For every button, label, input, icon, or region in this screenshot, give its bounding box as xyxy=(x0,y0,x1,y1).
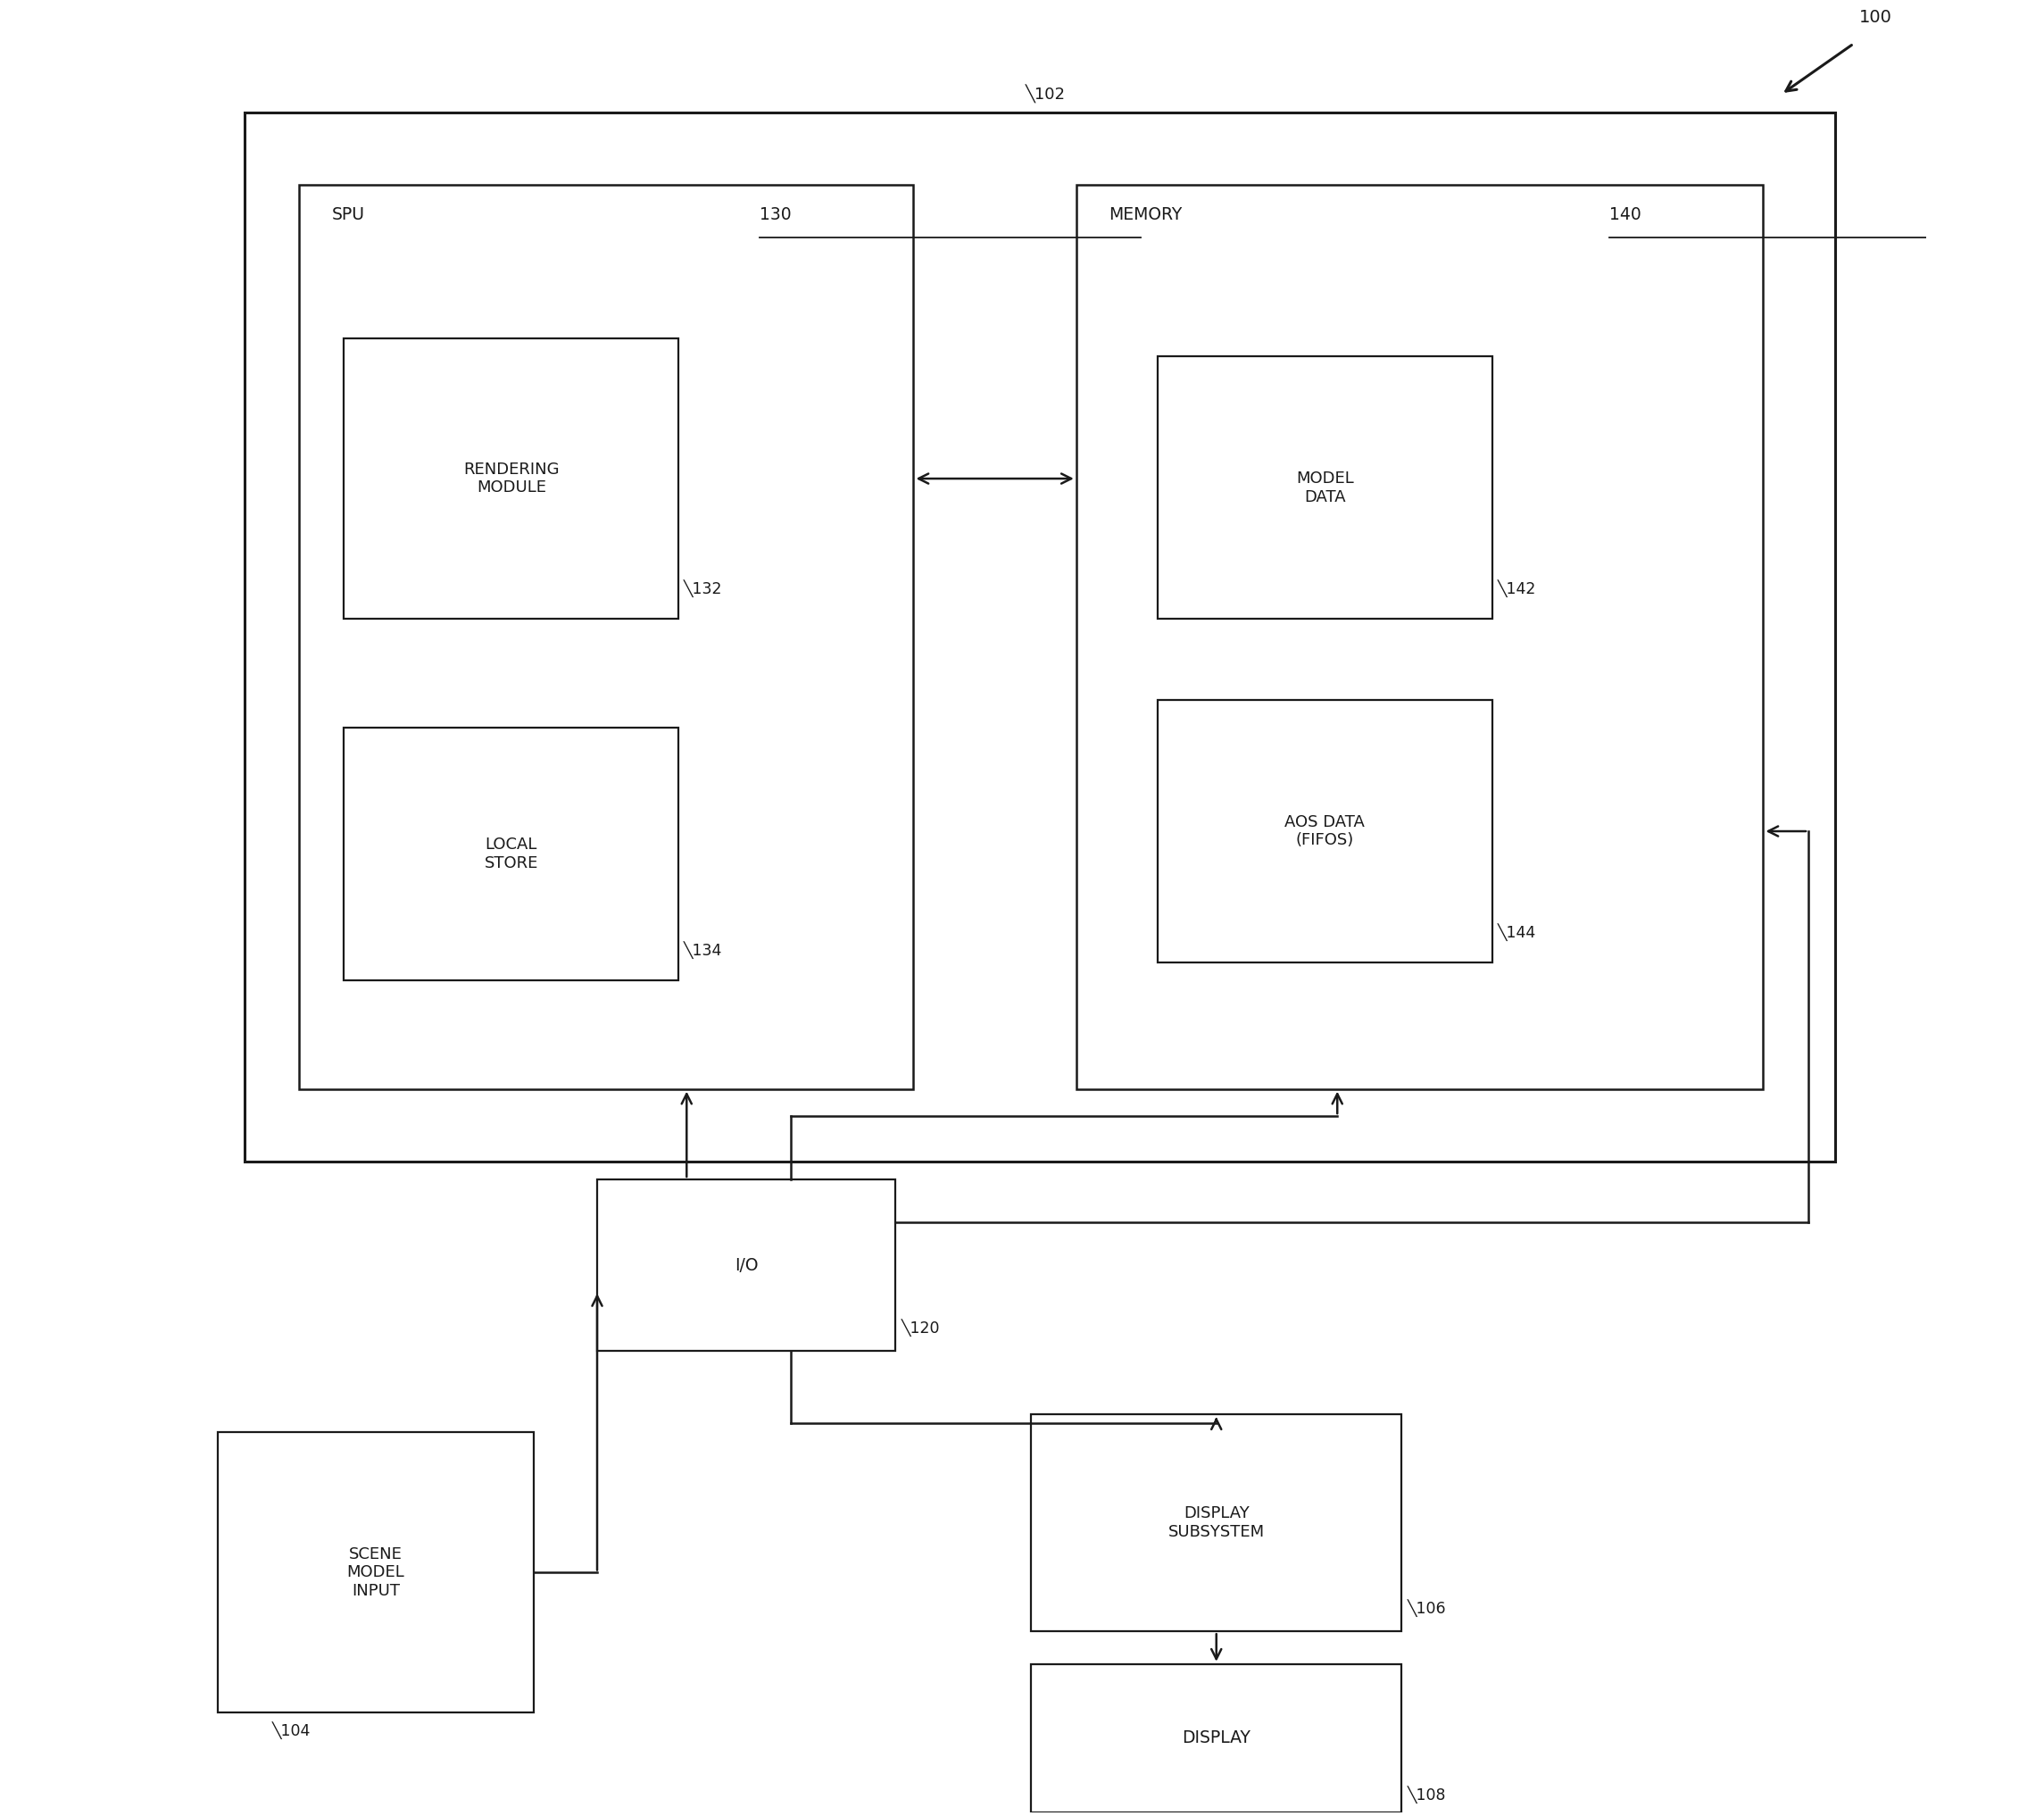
Text: ╲134: ╲134 xyxy=(685,941,724,959)
Text: ╲144: ╲144 xyxy=(1498,923,1537,941)
Text: I/O: I/O xyxy=(734,1257,758,1273)
Text: SCENE
MODEL
INPUT: SCENE MODEL INPUT xyxy=(347,1545,405,1600)
FancyBboxPatch shape xyxy=(343,338,679,619)
FancyBboxPatch shape xyxy=(245,113,1836,1160)
Text: ╲142: ╲142 xyxy=(1498,579,1537,597)
FancyBboxPatch shape xyxy=(1030,1663,1402,1812)
Text: SPU: SPU xyxy=(331,207,364,223)
Text: ╲108: ╲108 xyxy=(1406,1785,1445,1803)
Text: RENDERING
MODULE: RENDERING MODULE xyxy=(464,461,560,496)
Text: ╲120: ╲120 xyxy=(901,1318,940,1337)
Text: ╲106: ╲106 xyxy=(1406,1600,1445,1616)
Text: 100: 100 xyxy=(1860,9,1893,25)
FancyBboxPatch shape xyxy=(1157,701,1492,962)
FancyBboxPatch shape xyxy=(1157,356,1492,619)
FancyBboxPatch shape xyxy=(343,726,679,981)
Text: 140: 140 xyxy=(1609,207,1641,223)
FancyBboxPatch shape xyxy=(597,1179,895,1351)
Text: MEMORY: MEMORY xyxy=(1108,207,1181,223)
Text: AOS DATA
(FIFOS): AOS DATA (FIFOS) xyxy=(1286,814,1365,848)
Text: 130: 130 xyxy=(760,207,791,223)
Text: DISPLAY
SUBSYSTEM: DISPLAY SUBSYSTEM xyxy=(1167,1505,1265,1540)
Text: ╲104: ╲104 xyxy=(272,1722,311,1740)
FancyBboxPatch shape xyxy=(217,1433,533,1712)
FancyBboxPatch shape xyxy=(1030,1415,1402,1631)
FancyBboxPatch shape xyxy=(298,185,914,1090)
Text: LOCAL
STORE: LOCAL STORE xyxy=(484,837,538,872)
Text: DISPLAY: DISPLAY xyxy=(1181,1729,1251,1747)
Text: ╲102: ╲102 xyxy=(1026,85,1065,104)
FancyBboxPatch shape xyxy=(1077,185,1764,1090)
Text: MODEL
DATA: MODEL DATA xyxy=(1296,470,1353,505)
Text: ╲132: ╲132 xyxy=(685,579,724,597)
